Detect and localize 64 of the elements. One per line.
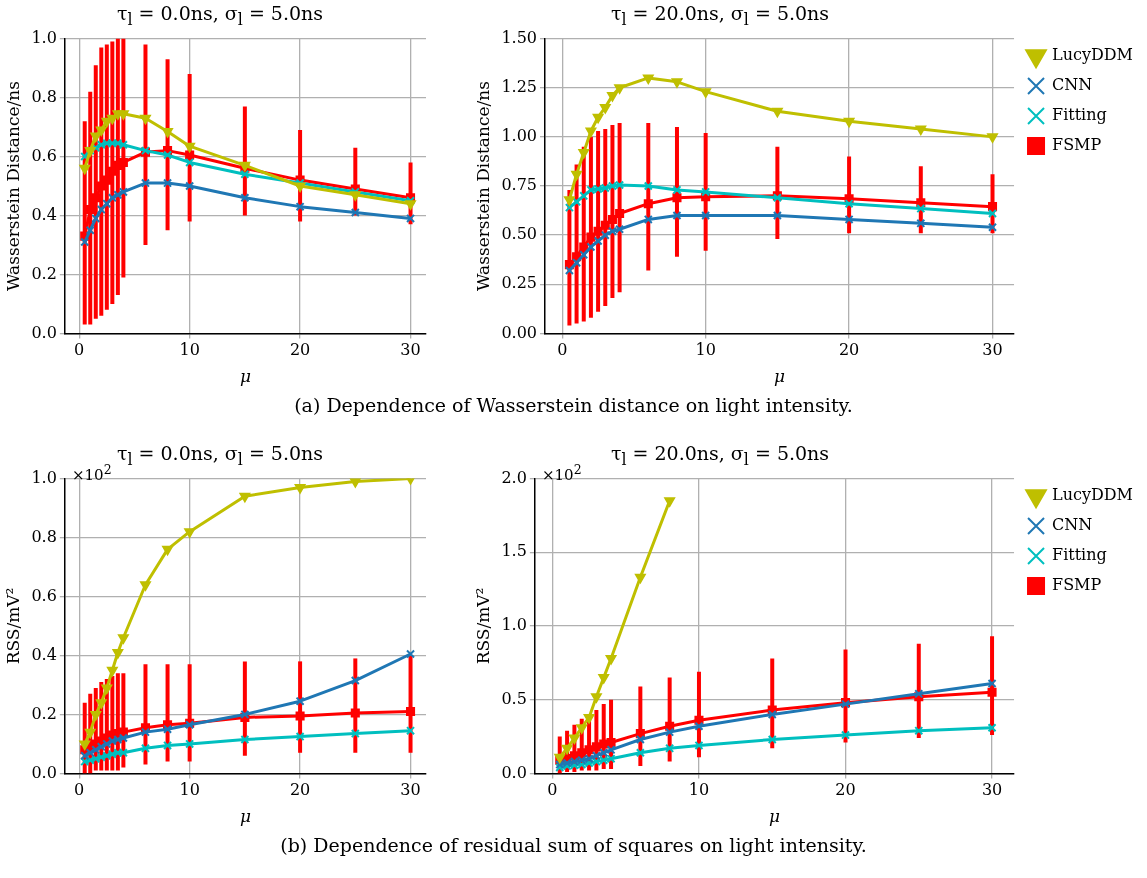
- x-tick-label: 10: [179, 340, 200, 360]
- y-axis-title: Wasserstein Distance/ns: [2, 81, 23, 291]
- y-tick-label: 2.0: [501, 467, 527, 487]
- x-tick-label: 0: [74, 780, 85, 800]
- x-tick-label: 10: [688, 780, 710, 800]
- y-tick-label: 0.50: [501, 224, 538, 244]
- y-tick-label: 0.00: [501, 322, 538, 342]
- x-tick-label: 30: [400, 340, 421, 360]
- x-tick-label: 30: [982, 340, 1003, 360]
- y-tick-label: 0.6: [31, 585, 57, 605]
- legend-label: LucyDDM: [1052, 485, 1133, 505]
- x-tick-label: 0: [557, 340, 568, 360]
- chart-title: τ$_{l}$ = 0.0ns, σ$_{l}$ = 5.0ns: [116, 442, 324, 469]
- y-tick-label: 0.25: [501, 273, 538, 293]
- annotation: ×10$^{2}$: [72, 462, 112, 484]
- y-tick-label: 1.0: [31, 467, 57, 487]
- y-tick-label: 1.0: [501, 615, 527, 635]
- y-tick-label: 0.5: [501, 688, 527, 708]
- y-axis-title: RSS/mV²: [472, 587, 493, 665]
- y-tick-label: 0.4: [31, 644, 57, 664]
- legend-label: FSMP: [1052, 575, 1102, 595]
- legend-label: FSMP: [1052, 135, 1102, 155]
- x-tick-label: 30: [981, 780, 1003, 800]
- x-axis-title: μ: [239, 806, 251, 827]
- x-tick-label: 20: [838, 340, 860, 360]
- y-tick-label: 1.00: [501, 126, 538, 146]
- y-tick-label: 0.4: [31, 204, 57, 224]
- y-tick-label: 1.50: [501, 27, 538, 47]
- y-tick-label: 0.8: [31, 526, 57, 546]
- y-tick-label: 0.2: [31, 263, 57, 283]
- y-tick-label: 0.0: [31, 762, 57, 782]
- x-tick-label: 10: [695, 340, 716, 360]
- x-tick-label: 20: [289, 780, 311, 800]
- y-axis-title: RSS/mV²: [2, 587, 23, 665]
- y-tick-label: 1.5: [501, 541, 527, 561]
- y-tick-label: 0.0: [31, 322, 57, 342]
- y-tick-label: 1.0: [31, 27, 57, 47]
- x-axis-title: μ: [774, 366, 786, 387]
- x-tick-label: 20: [289, 340, 311, 360]
- y-axis-title: Wasserstein Distance/ns: [472, 81, 493, 291]
- x-axis-title: μ: [239, 366, 251, 387]
- y-tick-label: 0.2: [31, 703, 57, 723]
- legend-label: Fitting: [1052, 105, 1107, 125]
- text: (b) Dependence of residual sum of squares on light intensity.: [279, 834, 868, 856]
- chart-title: τ$_{l}$ = 0.0ns, σ$_{l}$ = 5.0ns: [115, 1, 325, 29]
- text: (a) Dependence of Wasserstein distance on light intensity.: [293, 394, 854, 416]
- y-tick-label: 0.6: [31, 145, 57, 165]
- legend-label: CNN: [1052, 75, 1093, 95]
- x-tick-label: 30: [400, 780, 421, 800]
- x-axis-title: μ: [768, 806, 780, 827]
- legend-label: Fitting: [1052, 545, 1107, 565]
- x-tick-label: 0: [547, 780, 558, 800]
- x-tick-label: 10: [179, 780, 200, 800]
- legend-label: LucyDDM: [1052, 45, 1133, 65]
- y-tick-label: 0.75: [501, 175, 538, 195]
- x-tick-label: 20: [835, 780, 856, 800]
- y-tick-label: 0.0: [501, 762, 527, 782]
- annotation: ×10$^{2}$: [542, 462, 582, 484]
- x-tick-label: 0: [74, 340, 85, 360]
- y-tick-label: 1.25: [501, 76, 538, 96]
- chart-title: τ$_{l}$ = 20.0ns, σ$_{l}$ = 5.0ns: [610, 442, 830, 469]
- y-tick-label: 0.8: [31, 86, 57, 106]
- chart-title: τ$_{l}$ = 20.0ns, σ$_{l}$ = 5.0ns: [609, 1, 831, 29]
- legend-label: CNN: [1052, 515, 1093, 535]
